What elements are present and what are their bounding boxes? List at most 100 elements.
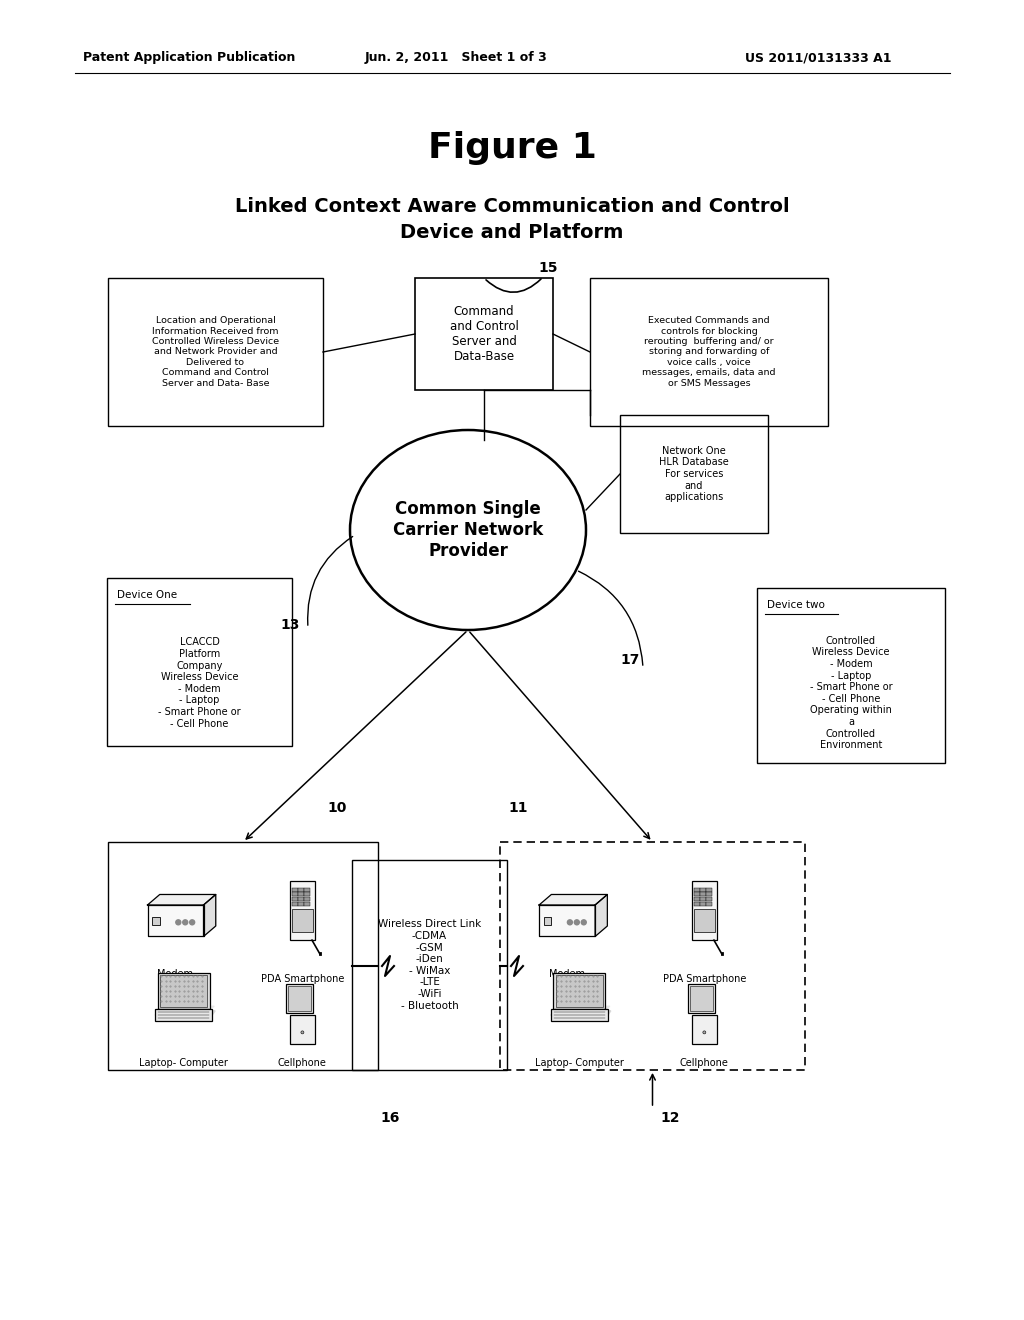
Bar bbox=[155, 1010, 212, 1022]
Text: 13: 13 bbox=[281, 618, 300, 632]
Circle shape bbox=[702, 1031, 706, 1034]
Bar bbox=[108, 279, 323, 426]
Text: Laptop- Computer: Laptop- Computer bbox=[535, 1059, 624, 1068]
Text: US 2011/0131333 A1: US 2011/0131333 A1 bbox=[745, 51, 892, 65]
Text: Device and Platform: Device and Platform bbox=[400, 223, 624, 242]
Circle shape bbox=[189, 920, 195, 925]
Bar bbox=[152, 917, 160, 925]
Bar bbox=[690, 986, 713, 1011]
Bar bbox=[551, 1010, 608, 1022]
FancyArrowPatch shape bbox=[486, 279, 541, 292]
Bar bbox=[700, 902, 707, 906]
Text: Laptop- Computer: Laptop- Computer bbox=[139, 1059, 228, 1068]
FancyArrowPatch shape bbox=[307, 536, 352, 626]
Text: Controlled
Wireless Device
- Modem
- Laptop
- Smart Phone or
- Cell Phone
Operat: Controlled Wireless Device - Modem - Lap… bbox=[810, 636, 892, 750]
Text: Linked Context Aware Communication and Control: Linked Context Aware Communication and C… bbox=[234, 198, 790, 216]
Bar bbox=[694, 909, 715, 932]
Bar bbox=[292, 887, 298, 891]
Bar bbox=[694, 902, 699, 906]
Text: Common Single
Carrier Network
Provider: Common Single Carrier Network Provider bbox=[393, 500, 543, 560]
Text: Cellphone: Cellphone bbox=[278, 1059, 327, 1068]
Bar bbox=[500, 842, 805, 1071]
Circle shape bbox=[182, 920, 187, 925]
Polygon shape bbox=[539, 906, 595, 936]
Bar bbox=[700, 887, 707, 891]
Bar bbox=[304, 902, 310, 906]
Bar bbox=[707, 892, 713, 896]
Polygon shape bbox=[147, 895, 216, 906]
Bar bbox=[304, 898, 310, 902]
Text: Modem: Modem bbox=[158, 969, 194, 979]
Text: Cellphone: Cellphone bbox=[680, 1059, 729, 1068]
Bar bbox=[688, 985, 715, 1012]
Bar bbox=[700, 898, 707, 902]
Polygon shape bbox=[539, 895, 607, 906]
Text: 16: 16 bbox=[380, 1111, 399, 1125]
Bar bbox=[694, 887, 699, 891]
Bar bbox=[108, 842, 378, 1071]
Bar bbox=[298, 902, 304, 906]
Text: 10: 10 bbox=[328, 801, 347, 814]
Bar bbox=[288, 986, 311, 1011]
Polygon shape bbox=[204, 895, 216, 936]
Bar bbox=[694, 898, 699, 902]
Text: PDA Smartphone: PDA Smartphone bbox=[663, 974, 746, 983]
Bar bbox=[304, 887, 310, 891]
Text: 15: 15 bbox=[539, 261, 558, 275]
Bar bbox=[298, 898, 304, 902]
Text: Figure 1: Figure 1 bbox=[428, 131, 596, 165]
Text: 17: 17 bbox=[621, 653, 640, 667]
Polygon shape bbox=[155, 1011, 215, 1015]
Polygon shape bbox=[553, 1006, 610, 1010]
Text: Device two: Device two bbox=[767, 601, 825, 610]
Bar bbox=[160, 975, 207, 1007]
Text: LCACCD
Platform
Company
Wireless Device
- Modem
- Laptop
- Smart Phone or
- Cell: LCACCD Platform Company Wireless Device … bbox=[158, 638, 241, 729]
Text: Device One: Device One bbox=[117, 590, 177, 601]
Polygon shape bbox=[551, 1011, 610, 1015]
Circle shape bbox=[301, 1031, 304, 1034]
Bar bbox=[553, 973, 605, 1010]
Bar bbox=[352, 861, 507, 1071]
Bar bbox=[700, 892, 707, 896]
Bar bbox=[292, 902, 298, 906]
Bar bbox=[106, 578, 292, 746]
Bar bbox=[292, 892, 298, 896]
Text: Network One
HLR Database
For services
and
applications: Network One HLR Database For services an… bbox=[659, 446, 729, 502]
Text: PDA Smartphone: PDA Smartphone bbox=[261, 974, 344, 983]
Circle shape bbox=[574, 920, 580, 925]
Bar bbox=[544, 917, 552, 925]
Bar bbox=[707, 887, 713, 891]
Bar bbox=[692, 880, 717, 940]
Text: Jun. 2, 2011   Sheet 1 of 3: Jun. 2, 2011 Sheet 1 of 3 bbox=[365, 51, 548, 65]
Bar bbox=[757, 587, 945, 763]
Text: 12: 12 bbox=[660, 1111, 680, 1125]
Bar bbox=[286, 985, 313, 1012]
Text: Patent Application Publication: Patent Application Publication bbox=[83, 51, 295, 65]
Bar bbox=[415, 279, 553, 389]
Polygon shape bbox=[147, 906, 204, 936]
Bar bbox=[290, 1015, 315, 1044]
Text: Executed Commands and
controls for blocking
rerouting  buffering and/ or
storing: Executed Commands and controls for block… bbox=[642, 317, 776, 388]
Bar bbox=[707, 898, 713, 902]
Bar bbox=[292, 909, 313, 932]
FancyArrowPatch shape bbox=[579, 572, 643, 665]
Bar bbox=[590, 279, 828, 426]
Circle shape bbox=[176, 920, 181, 925]
Bar bbox=[158, 973, 210, 1010]
Bar bbox=[556, 975, 603, 1007]
Polygon shape bbox=[158, 1006, 214, 1010]
Text: 11: 11 bbox=[508, 801, 527, 814]
Bar bbox=[298, 887, 304, 891]
Bar bbox=[290, 880, 315, 940]
Bar bbox=[620, 414, 768, 533]
Text: Location and Operational
Information Received from
Controlled Wireless Device
an: Location and Operational Information Rec… bbox=[152, 317, 280, 388]
Text: Command
and Control
Server and
Data-Base: Command and Control Server and Data-Base bbox=[450, 305, 518, 363]
Text: Modem: Modem bbox=[549, 969, 585, 979]
Polygon shape bbox=[595, 895, 607, 936]
Bar bbox=[304, 892, 310, 896]
Bar bbox=[691, 1015, 717, 1044]
Circle shape bbox=[567, 920, 572, 925]
Bar bbox=[694, 892, 699, 896]
Bar bbox=[707, 902, 713, 906]
Bar bbox=[292, 898, 298, 902]
